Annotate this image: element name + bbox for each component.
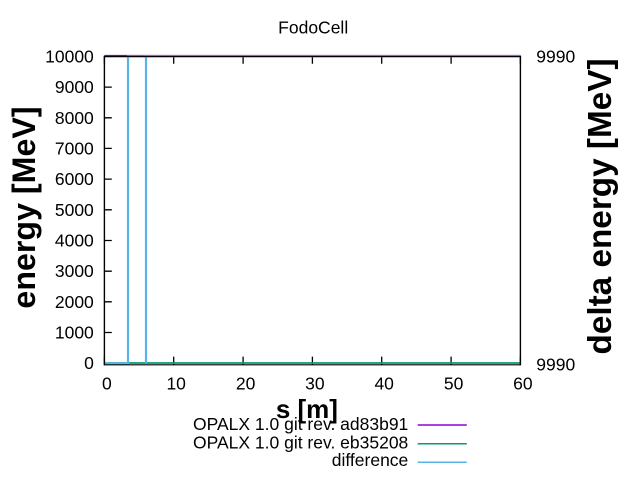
svg-text:0: 0: [102, 374, 112, 394]
svg-text:s [m]: s [m]: [276, 394, 338, 424]
svg-text:difference: difference: [332, 450, 409, 470]
svg-text:5000: 5000: [55, 200, 94, 220]
svg-text:10000: 10000: [45, 46, 94, 66]
svg-text:4000: 4000: [55, 231, 94, 251]
svg-text:energy [MeV]: energy [MeV]: [6, 106, 42, 308]
svg-text:1000: 1000: [55, 323, 94, 343]
svg-text:60: 60: [513, 374, 533, 394]
svg-text:OPALX 1.0 git rev. eb35208: OPALX 1.0 git rev. eb35208: [193, 433, 408, 453]
svg-text:40: 40: [374, 374, 394, 394]
svg-text:30: 30: [305, 374, 325, 394]
svg-text:20: 20: [236, 374, 256, 394]
svg-text:9000: 9000: [55, 77, 94, 97]
svg-text:9990: 9990: [536, 355, 575, 375]
svg-text:2000: 2000: [55, 292, 94, 312]
svg-text:10: 10: [166, 374, 186, 394]
svg-text:8000: 8000: [55, 108, 94, 128]
svg-text:50: 50: [444, 374, 464, 394]
svg-text:FodoCell: FodoCell: [278, 17, 348, 37]
svg-text:3000: 3000: [55, 261, 94, 281]
svg-text:7000: 7000: [55, 138, 94, 158]
svg-text:6000: 6000: [55, 169, 94, 189]
svg-text:0: 0: [84, 353, 94, 373]
svg-text:9990: 9990: [536, 46, 575, 66]
svg-text:OPALX 1.0 git rev. ad83b91: OPALX 1.0 git rev. ad83b91: [193, 414, 408, 434]
svg-text:delta energy [MeV]: delta energy [MeV]: [582, 58, 619, 354]
